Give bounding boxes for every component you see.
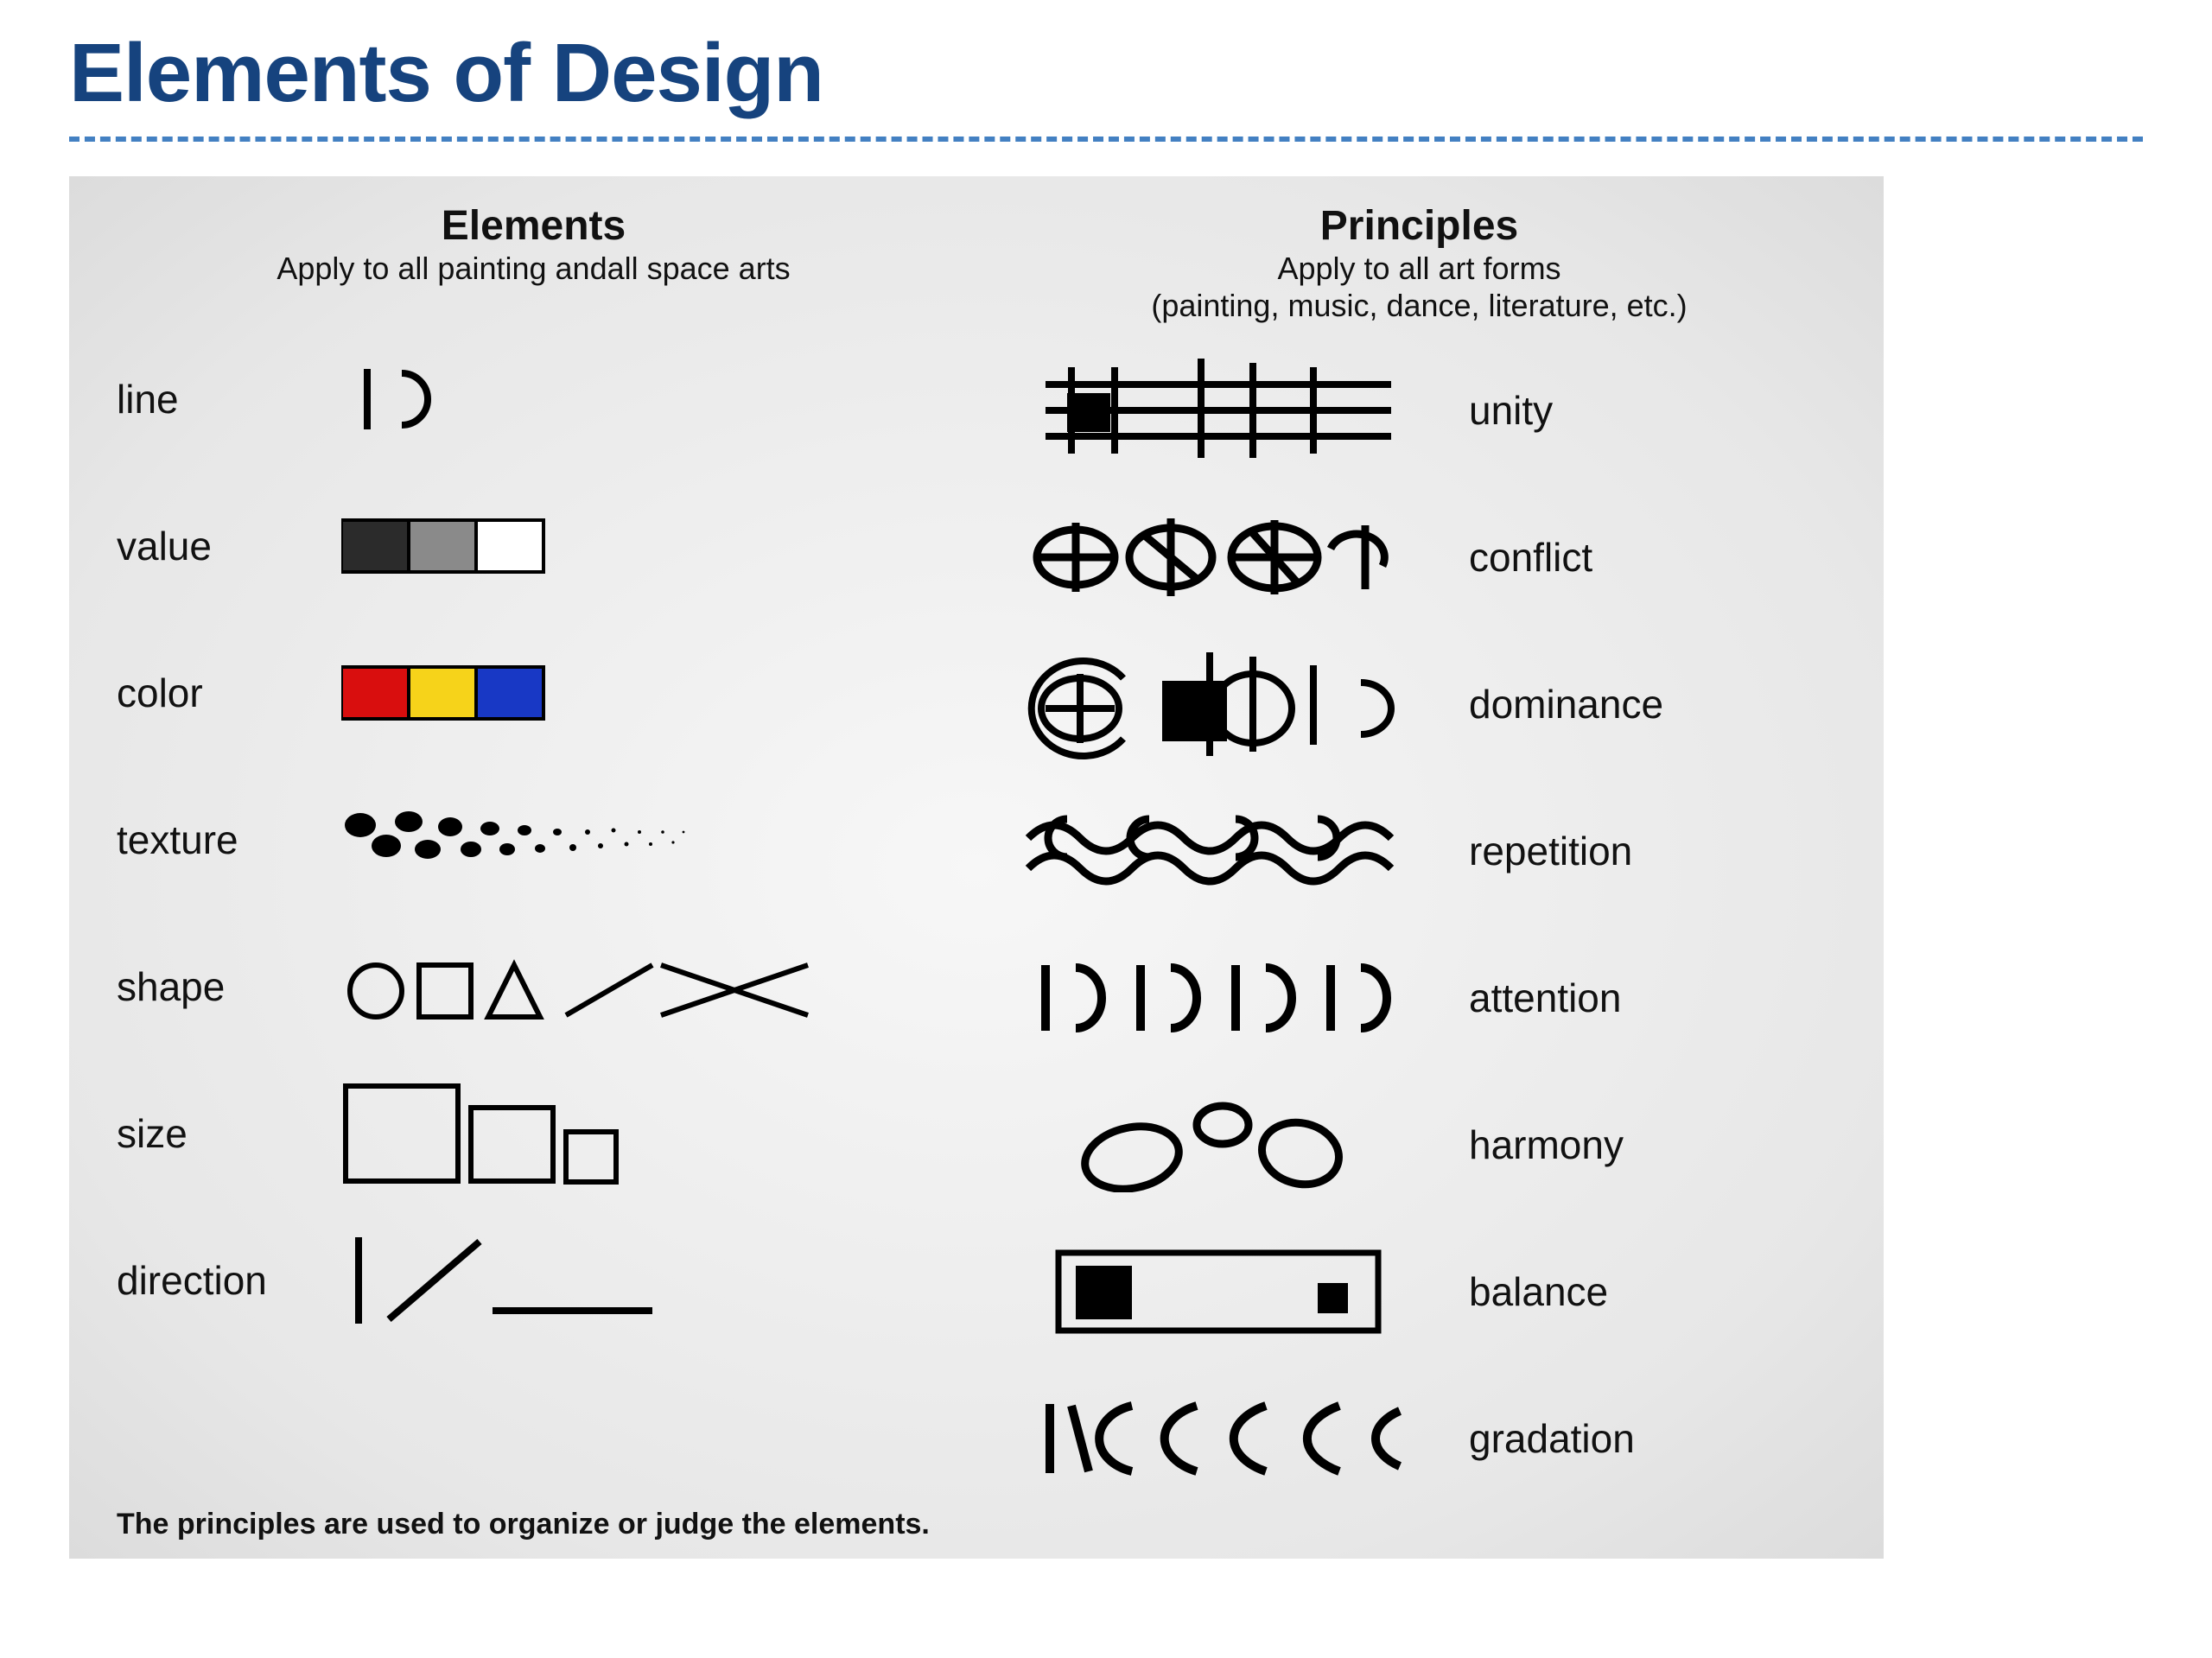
row-color: color <box>117 632 950 753</box>
label-line: line <box>117 376 341 422</box>
harmony-icon <box>1002 1097 1434 1192</box>
repetition-icon <box>1002 804 1434 899</box>
label-shape: shape <box>117 963 341 1010</box>
row-repetition: repetition <box>1002 791 1836 912</box>
row-attention: attention <box>1002 937 1836 1058</box>
line-icon <box>341 360 950 438</box>
row-dominance: dominance <box>1002 644 1836 765</box>
attention-icon <box>1002 955 1434 1041</box>
principles-column: Principles Apply to all art forms (paint… <box>1002 202 1836 1499</box>
label-repetition: repetition <box>1434 828 1836 874</box>
gradation-icon <box>1002 1395 1434 1482</box>
row-size: size <box>117 1073 950 1194</box>
texture-icon <box>341 801 950 879</box>
row-value: value <box>117 486 950 607</box>
label-unity: unity <box>1434 387 1836 434</box>
elements-title: Elements <box>117 202 950 250</box>
row-unity: unity <box>1002 350 1836 471</box>
label-value: value <box>117 523 341 569</box>
row-balance: balance <box>1002 1231 1836 1352</box>
row-line: line <box>117 339 950 460</box>
label-conflict: conflict <box>1434 534 1836 581</box>
label-harmony: harmony <box>1434 1121 1836 1168</box>
dominance-icon <box>1002 648 1434 760</box>
label-gradation: gradation <box>1434 1415 1836 1462</box>
elements-column: Elements Apply to all painting andall sp… <box>117 202 950 1499</box>
label-color: color <box>117 670 341 716</box>
row-harmony: harmony <box>1002 1084 1836 1205</box>
footer-note: The principles are used to organize or j… <box>117 1508 930 1541</box>
label-dominance: dominance <box>1434 681 1836 727</box>
title-divider <box>69 137 2143 142</box>
direction-icon <box>341 1233 950 1328</box>
conflict-icon <box>1002 510 1434 605</box>
elements-header: Elements Apply to all painting andall sp… <box>117 202 950 287</box>
row-shape: shape <box>117 926 950 1047</box>
principles-header: Principles Apply to all art forms (paint… <box>1002 202 1836 324</box>
value-icon <box>341 511 950 581</box>
unity-icon <box>1002 359 1434 462</box>
label-balance: balance <box>1434 1268 1836 1315</box>
label-texture: texture <box>117 816 341 863</box>
label-direction: direction <box>117 1257 341 1304</box>
page-title: Elements of Design <box>69 26 2143 121</box>
principles-subtitle-1: Apply to all art forms <box>1002 250 1836 287</box>
row-gradation: gradation <box>1002 1378 1836 1499</box>
principles-subtitle-2: (painting, music, dance, literature, etc… <box>1002 287 1836 324</box>
shape-icon <box>341 948 950 1026</box>
elements-subtitle: Apply to all painting andall space arts <box>117 250 950 287</box>
row-conflict: conflict <box>1002 497 1836 618</box>
row-direction: direction <box>117 1220 950 1341</box>
page: Elements of Design Elements Apply to all… <box>0 0 2212 1658</box>
label-attention: attention <box>1434 975 1836 1021</box>
label-size: size <box>117 1110 341 1157</box>
balance-icon <box>1002 1244 1434 1339</box>
design-chart: Elements Apply to all painting andall sp… <box>69 176 1884 1559</box>
principles-title: Principles <box>1002 202 1836 250</box>
size-icon <box>341 1082 950 1185</box>
color-icon <box>341 658 950 727</box>
row-texture: texture <box>117 779 950 900</box>
